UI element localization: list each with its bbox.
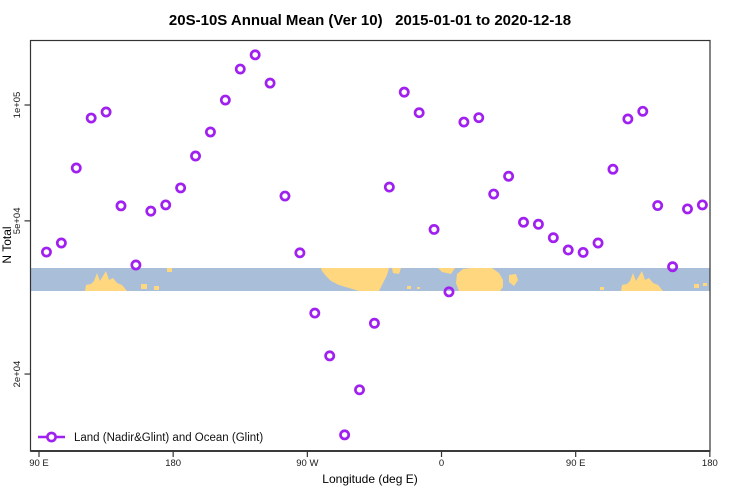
data-point (547, 232, 559, 244)
data-point (518, 216, 529, 228)
data-point (41, 246, 52, 258)
data-point (354, 384, 365, 396)
data-point (622, 113, 634, 125)
x-tick-label: 90 E (566, 458, 586, 469)
data-point (562, 244, 574, 256)
data-point (413, 107, 425, 119)
x-axis-label: Longitude (deg E) (322, 472, 417, 486)
data-point (145, 205, 157, 217)
chart-title: 20S-10S Annual Mean (Ver 10) 2015-01-01 … (168, 12, 572, 29)
data-point (458, 116, 470, 128)
data-point (324, 350, 336, 362)
data-point (339, 429, 351, 441)
x-tick-label: 180 (702, 458, 718, 469)
legend-marker-icon (46, 431, 57, 443)
data-point (115, 200, 127, 212)
data-point (607, 163, 619, 175)
x-tick-label: 90 W (296, 458, 318, 469)
data-point (652, 200, 664, 211)
data-point (428, 223, 440, 235)
data-point (532, 218, 544, 230)
data-point (204, 126, 216, 138)
data-point (70, 162, 82, 174)
data-point (503, 170, 515, 182)
data-point (473, 112, 485, 124)
land-patch (85, 271, 127, 291)
x-axis-ticks: 90 E 180 90 W 0 90 E 180 (29, 451, 718, 469)
data-point (294, 247, 306, 259)
data-point (264, 77, 276, 89)
data-point (696, 199, 708, 211)
land-patch (456, 268, 503, 291)
data-point (309, 307, 321, 319)
data-point (130, 259, 142, 271)
data-point (190, 150, 201, 162)
x-tick-label: 90 E (29, 458, 49, 469)
data-point (175, 182, 187, 194)
data-point (577, 246, 589, 258)
y-axis-label: N Total (0, 226, 14, 263)
data-point (488, 188, 500, 200)
data-point (443, 286, 455, 298)
land-patch (438, 268, 455, 274)
land-patches (85, 268, 707, 291)
map-strip (30, 268, 710, 291)
data-point (383, 181, 395, 193)
x-tick-label: 180 (165, 458, 181, 469)
land-patch (321, 268, 389, 291)
data-point (592, 237, 604, 249)
y-tick-label: 5e+04 (12, 208, 23, 235)
data-point (234, 63, 246, 75)
plot-box (29, 39, 711, 452)
y-tick-label: 2e+04 (12, 361, 23, 388)
data-point (85, 112, 97, 124)
data-point (682, 203, 693, 215)
land-speck (417, 287, 420, 289)
land-speck (167, 268, 172, 272)
land-patch (509, 274, 518, 286)
land-speck (407, 286, 411, 289)
land-speck (154, 286, 159, 290)
data-point (398, 86, 410, 98)
data-point (637, 105, 649, 117)
data-point (160, 199, 172, 211)
data-point (55, 237, 67, 249)
data-point (279, 190, 291, 202)
data-points (41, 49, 708, 441)
y-tick-label: 1e+05 (12, 92, 23, 119)
data-point (667, 261, 679, 273)
data-point (368, 317, 380, 329)
land-speck (694, 284, 699, 288)
data-point (100, 106, 112, 118)
y-axis-ticks: 1e+05 5e+04 2e+04 (12, 92, 31, 388)
land-patch (621, 271, 663, 291)
legend-label: Land (Nadir&Glint) and Ocean (Glint) (74, 432, 263, 444)
legend: Land (Nadir&Glint) and Ocean (Glint) (38, 431, 263, 444)
x-tick-label: 0 (439, 458, 444, 469)
data-point (249, 49, 261, 61)
land-speck (703, 283, 707, 286)
plot-border (29, 39, 711, 452)
land-patch (392, 268, 401, 274)
land-speck (600, 287, 604, 290)
data-point (219, 94, 231, 106)
land-speck (141, 284, 147, 289)
